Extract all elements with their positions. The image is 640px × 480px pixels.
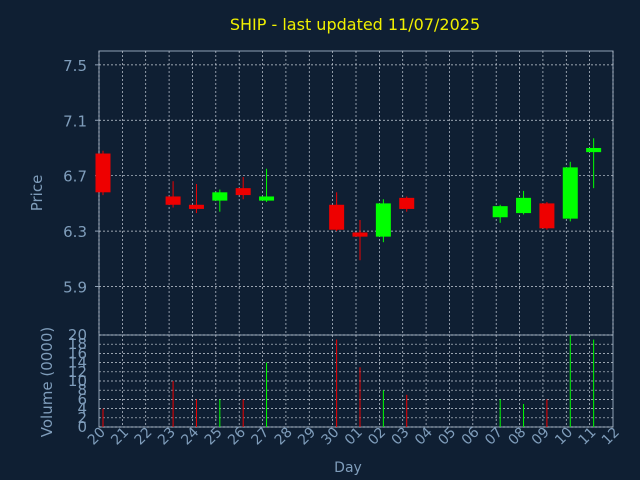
volume-tick-label: 0: [77, 418, 87, 436]
x-tick-label: 01: [342, 425, 366, 449]
volume-tick-label: 8: [77, 381, 87, 399]
price-tick-label: 7.5: [63, 57, 87, 75]
x-tick-label: 22: [132, 425, 156, 449]
x-tick-label: 29: [295, 425, 319, 449]
candle-body: [259, 196, 275, 201]
x-tick-label: 03: [389, 425, 413, 449]
price-grid: [98, 51, 614, 427]
x-axis-label: Day: [334, 460, 362, 476]
x-tick-label: 09: [529, 425, 553, 449]
x-tick-label: 12: [599, 425, 623, 449]
x-tick-label: 04: [412, 424, 436, 448]
price-axis-label: Price: [28, 175, 46, 212]
price-tick-label: 6.7: [63, 168, 87, 186]
candle-body: [516, 197, 532, 214]
candle-body: [352, 232, 368, 237]
candle-body: [539, 203, 555, 229]
volume-tick-label: 10: [68, 372, 87, 390]
price-ticks: 5.9 6.3 6.7 7.1 7.5: [63, 57, 99, 297]
x-tick-label: 26: [225, 424, 249, 448]
volume-axis-label: Volume (0000): [38, 327, 56, 437]
volume-grid: [99, 334, 613, 428]
candle-body: [235, 188, 251, 196]
x-tick-label: 05: [435, 425, 459, 449]
volume-tick-label: 2: [77, 409, 87, 427]
volume-tick-label: 4: [77, 400, 87, 418]
price-tick-label: 7.1: [63, 112, 87, 130]
x-tick-label: 06: [459, 424, 483, 448]
x-tick-label: 07: [482, 425, 506, 449]
x-tick-label: 20: [85, 425, 109, 449]
volume-bars: [102, 335, 595, 427]
candle-body: [188, 204, 204, 209]
candle-body: [562, 167, 578, 219]
x-tick-label: 24: [178, 424, 202, 448]
candle-body: [492, 206, 508, 218]
x-tick-label: 30: [319, 425, 343, 449]
candle-body: [586, 147, 602, 153]
volume-tick-label: 6: [77, 390, 87, 408]
volume-tick-label: 12: [68, 363, 87, 381]
volume-tick-label: 16: [68, 344, 87, 362]
volume-tick-label: 14: [68, 354, 87, 372]
x-tick-label: 08: [505, 425, 529, 449]
x-tick-label: 10: [552, 425, 576, 449]
x-tick-label: 11: [576, 425, 600, 449]
chart-title: SHIP - last updated 11/07/2025: [230, 15, 480, 34]
x-tick-label: 27: [248, 425, 272, 449]
x-tick-label: 23: [155, 425, 179, 449]
price-tick-label: 5.9: [63, 279, 87, 297]
price-tick-label: 6.3: [63, 223, 87, 241]
volume-tick-label: 20: [68, 326, 87, 344]
volume-tick-label: 18: [68, 335, 87, 353]
x-axis-ticks: 20 21 22 23 24 25 26 27 28 29 30 01 02 03 04 05 06 07 08 09…: [85, 424, 623, 448]
candle-body: [399, 197, 415, 209]
candle-body: [165, 196, 181, 205]
candle-body: [212, 192, 228, 201]
candle-body: [329, 204, 345, 230]
candle-body: [375, 203, 391, 237]
candles: [95, 138, 602, 261]
x-tick-label: 25: [202, 425, 226, 449]
candle-body: [95, 153, 111, 193]
x-tick-label: 02: [365, 425, 389, 449]
x-tick-label: 28: [272, 425, 296, 449]
x-tick-label: 21: [108, 425, 132, 449]
